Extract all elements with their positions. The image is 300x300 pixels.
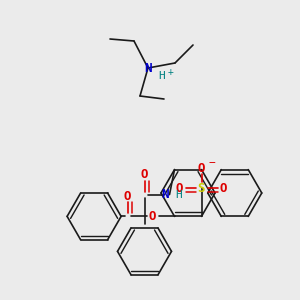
Text: O: O: [149, 210, 156, 223]
Text: O: O: [220, 182, 227, 195]
Text: H: H: [159, 71, 165, 81]
Text: S: S: [198, 182, 205, 195]
Text: H: H: [175, 190, 182, 200]
Text: O: O: [141, 168, 148, 181]
Text: O: O: [124, 190, 131, 203]
Text: N: N: [144, 61, 152, 74]
Text: O: O: [198, 162, 205, 175]
Text: O: O: [176, 182, 183, 195]
Text: +: +: [168, 67, 174, 77]
Text: N: N: [162, 188, 169, 201]
Text: −: −: [208, 158, 215, 168]
